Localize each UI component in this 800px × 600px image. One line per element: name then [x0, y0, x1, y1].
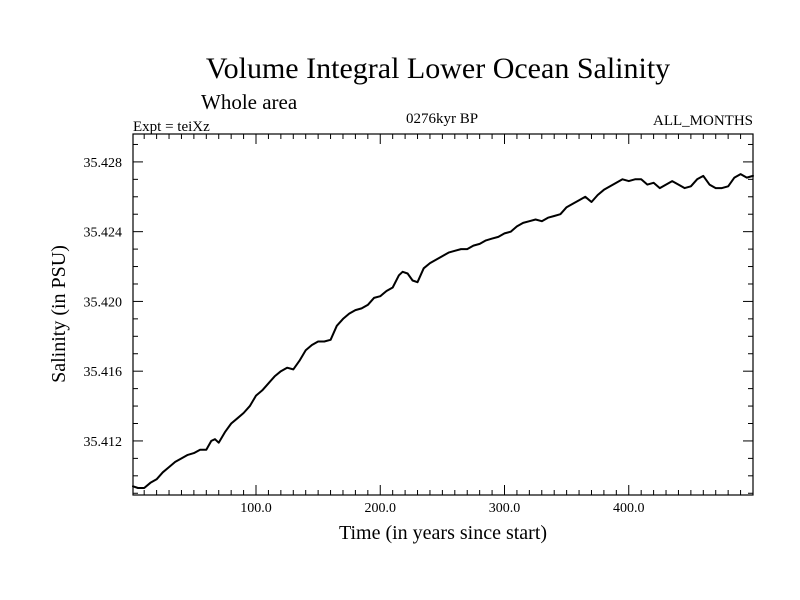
y-tick-label: 35.412 [84, 435, 123, 450]
experiment-label: Expt = teiXz [133, 119, 210, 135]
y-axis-label: Salinity (in PSU) [48, 245, 70, 383]
y-tick-label: 35.416 [84, 365, 123, 380]
x-tick-label: 200.0 [365, 501, 397, 516]
axis-ticks [133, 134, 753, 495]
y-tick-labels: 35.412 35.416 35.420 35.424 35.428 [84, 156, 123, 450]
x-tick-label: 300.0 [489, 501, 521, 516]
plot-frame [132, 133, 754, 496]
y-tick-label: 35.420 [84, 295, 123, 310]
x-axis-label: Time (in years since start) [339, 522, 547, 544]
y-tick-label: 35.424 [84, 226, 123, 241]
x-tick-label: 400.0 [613, 501, 645, 516]
y-tick-label: 35.428 [84, 156, 123, 171]
period-label: 0276kyr BP [406, 111, 478, 127]
months-label: ALL_MONTHS [653, 113, 753, 129]
salinity-series-line [132, 173, 754, 489]
x-tick-labels: 100.0 200.0 300.0 400.0 [240, 501, 644, 516]
x-tick-label: 100.0 [240, 501, 272, 516]
chart-subtitle: Whole area [201, 90, 298, 114]
chart-title: Volume Integral Lower Ocean Salinity [206, 52, 670, 85]
